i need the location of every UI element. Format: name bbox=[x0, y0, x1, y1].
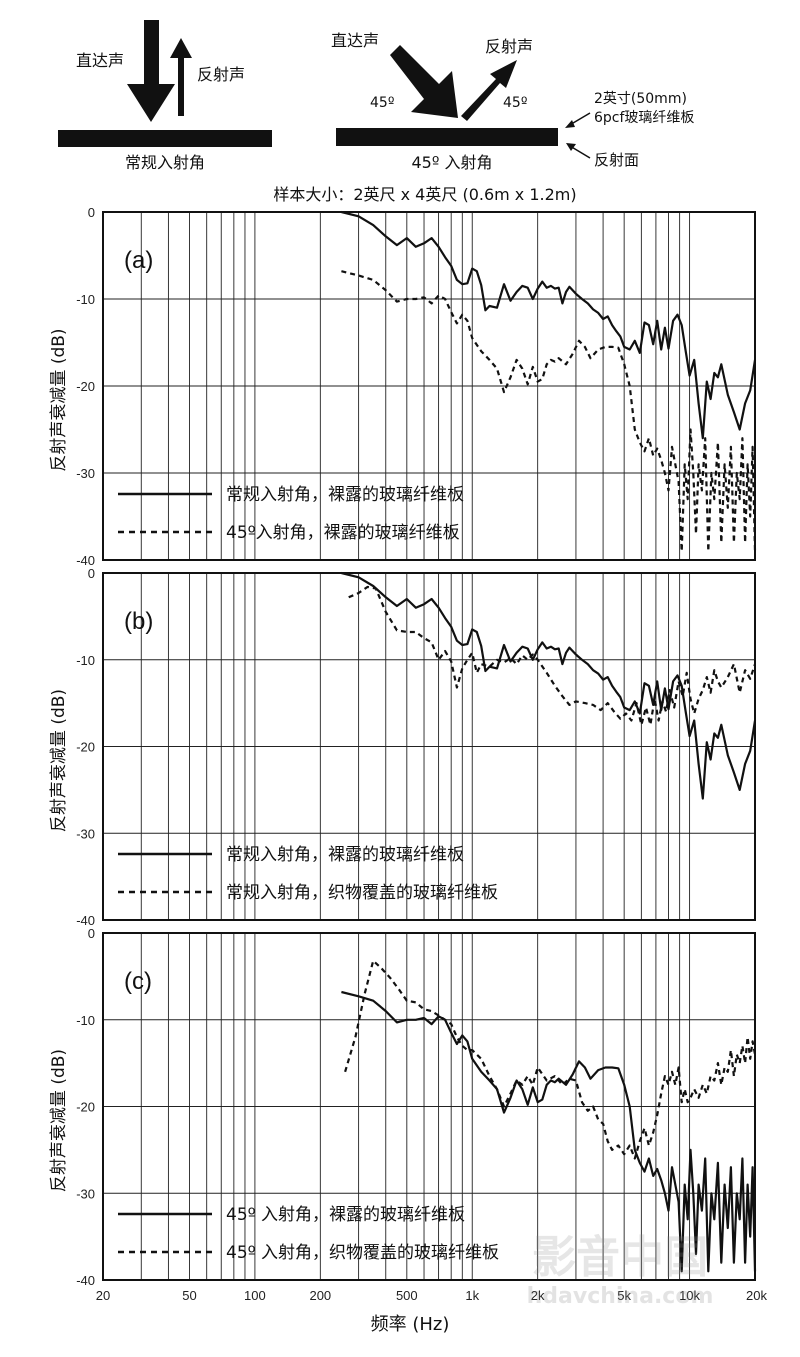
panel-board-oblique bbox=[336, 128, 558, 146]
y-tick-label: -30 bbox=[76, 1186, 95, 1201]
series-line-solid bbox=[341, 210, 757, 440]
x-tick-label: 200 bbox=[309, 1288, 331, 1303]
panels-group: 0 -10 -20 -30 -40 反射声衰减量 (dB) (a) 常规入射角，裸露的玻璃纤维… bbox=[49, 205, 757, 1288]
series-line-dashed bbox=[344, 959, 757, 1160]
label-angle-out: 45º bbox=[503, 95, 527, 111]
y-tick-label: 0 bbox=[88, 926, 95, 941]
panel-label: (b) bbox=[124, 608, 153, 635]
reflected-sound-arrow-diagonal-icon bbox=[461, 60, 517, 121]
x-tick-label: 1k bbox=[465, 1288, 479, 1303]
y-tick-label: -30 bbox=[76, 466, 95, 481]
caption-oblique-incidence: 45º 入射角 bbox=[412, 153, 493, 172]
chart-panel-1: 0 -10 -20 -30 -40 反射声衰减量 (dB) (a) 常规入射角，裸露的玻璃纤维… bbox=[49, 205, 757, 568]
normal-incidence-diagram: 直达声 反射声 常规入射角 bbox=[58, 20, 272, 172]
x-axis-label: 频率 (Hz) bbox=[371, 1314, 450, 1335]
x-tick-label: 10k bbox=[679, 1288, 700, 1303]
legend-label: 45º入射角，裸露的玻璃纤维板 bbox=[226, 523, 460, 543]
y-tick-label: -20 bbox=[76, 740, 95, 755]
panel-board-normal bbox=[58, 130, 272, 147]
y-tick-label: -40 bbox=[76, 913, 95, 928]
pointer-arrowhead-board-icon bbox=[565, 120, 575, 128]
note-reflecting-surface: 反射面 bbox=[594, 151, 639, 169]
plot-frame bbox=[102, 211, 756, 561]
sample-size-note: 样本大小：2英尺 x 4英尺 (0.6m x 1.2m) bbox=[273, 185, 576, 204]
legend: 45º 入射角，裸露的玻璃纤维板 45º 入射角，织物覆盖的玻璃纤维板 bbox=[118, 1205, 499, 1263]
oblique-incidence-diagram: 直达声 反射声 45º 45º 45º 入射角 2英寸(50mm) 6pcf玻璃… bbox=[331, 31, 694, 172]
pointer-line-surface bbox=[569, 145, 591, 159]
y-tick-label: -10 bbox=[76, 653, 95, 668]
caption-normal-incidence: 常规入射角 bbox=[125, 153, 205, 172]
x-axis: 20 50 100 200 500 1k 2k 5k 10k 20k bbox=[96, 1288, 768, 1303]
y-tick-label: -30 bbox=[76, 826, 95, 841]
direct-sound-arrow-diagonal-icon bbox=[390, 45, 458, 118]
x-tick-label: 20 bbox=[96, 1288, 110, 1303]
y-tick-label: -20 bbox=[76, 1100, 95, 1115]
plot-frame bbox=[102, 932, 756, 1281]
legend-label: 常规入射角，裸露的玻璃纤维板 bbox=[226, 485, 464, 505]
plot-frame bbox=[102, 572, 756, 921]
legend-label: 常规入射角，织物覆盖的玻璃纤维板 bbox=[226, 883, 498, 903]
y-tick-label: 0 bbox=[88, 566, 95, 581]
label-direct-sound-normal: 直达声 bbox=[76, 51, 124, 70]
note-board-spec-line2: 6pcf玻璃纤维板 bbox=[594, 109, 694, 126]
watermark-logo-text: 影音中国 bbox=[532, 1232, 708, 1283]
legend-label: 45º 入射角，裸露的玻璃纤维板 bbox=[226, 1205, 465, 1225]
y-tick-label: -10 bbox=[76, 292, 95, 307]
panel-label: (a) bbox=[124, 247, 153, 274]
label-reflected-sound-normal: 反射声 bbox=[197, 65, 245, 84]
y-tick-label: 0 bbox=[88, 205, 95, 220]
x-tick-label: 100 bbox=[244, 1288, 266, 1303]
x-tick-label: 2k bbox=[531, 1288, 545, 1303]
y-tick-label: -10 bbox=[76, 1013, 95, 1028]
reflected-sound-arrow-up-icon bbox=[170, 38, 192, 116]
x-tick-label: 50 bbox=[182, 1288, 196, 1303]
chart-panel-3: 0 -10 -20 -30 -40 反射声衰减量 (dB) (c) 45º 入射角，裸露的玻璃… bbox=[49, 926, 757, 1288]
x-tick-label: 500 bbox=[396, 1288, 418, 1303]
note-board-spec-line1: 2英寸(50mm) bbox=[594, 90, 687, 107]
legend: 常规入射角，裸露的玻璃纤维板 45º入射角，裸露的玻璃纤维板 bbox=[118, 485, 464, 543]
legend-label: 常规入射角，裸露的玻璃纤维板 bbox=[226, 845, 464, 865]
legend-label: 45º 入射角，织物覆盖的玻璃纤维板 bbox=[226, 1243, 499, 1263]
label-angle-in: 45º bbox=[370, 95, 394, 111]
y-axis-label: 反射声衰减量 (dB) bbox=[49, 1049, 69, 1192]
panel-label: (c) bbox=[124, 968, 152, 995]
pointer-arrowhead-surface-icon bbox=[566, 143, 576, 151]
y-tick-label: -40 bbox=[76, 1273, 95, 1288]
y-axis-label: 反射声衰减量 (dB) bbox=[49, 328, 69, 471]
watermark-url: hdavchina.com bbox=[527, 1284, 714, 1309]
direct-sound-arrow-down-icon bbox=[127, 20, 175, 122]
series-line-dashed bbox=[348, 585, 757, 726]
y-tick-label: -20 bbox=[76, 379, 95, 394]
label-reflected-sound-oblique: 反射声 bbox=[485, 37, 533, 56]
x-tick-label: 5k bbox=[617, 1288, 631, 1303]
series-line-solid bbox=[341, 571, 757, 800]
label-direct-sound-oblique: 直达声 bbox=[331, 31, 379, 50]
chart-panel-2: 0 -10 -20 -30 -40 反射声衰减量 (dB) (b) 常规入射角，裸露的玻璃纤维… bbox=[49, 566, 757, 928]
x-tick-label: 20k bbox=[746, 1288, 767, 1303]
y-tick-label: -40 bbox=[76, 553, 95, 568]
y-axis-label: 反射声衰减量 (dB) bbox=[49, 689, 69, 832]
series-line-solid bbox=[341, 990, 757, 1273]
series-line-dashed bbox=[341, 270, 757, 553]
